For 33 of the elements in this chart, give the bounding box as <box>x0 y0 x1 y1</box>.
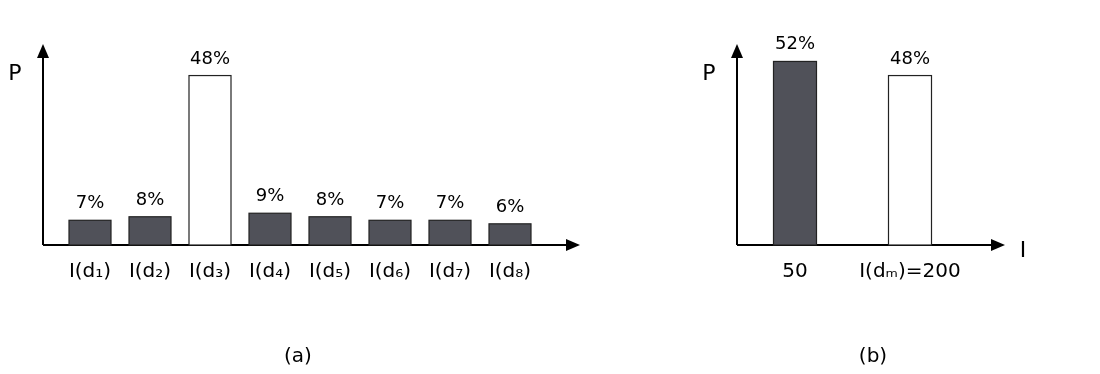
x-axis-title: I <box>1019 237 1027 262</box>
bar <box>68 219 112 246</box>
data-label: 8% <box>135 187 165 209</box>
text: (a) <box>284 343 312 367</box>
data-label: 6% <box>495 194 525 216</box>
x-tick-label: I(d₇) <box>428 258 472 282</box>
x-tick-label: I(d₁) <box>68 258 112 282</box>
y-axis-title: P <box>702 60 716 85</box>
text: (b) <box>858 343 888 367</box>
data-label: 52% <box>774 32 816 54</box>
data-label: 48% <box>189 46 231 68</box>
x-tick-label: I(d₆) <box>368 258 412 282</box>
data-label: 7% <box>75 191 105 213</box>
data-label: 8% <box>315 187 345 209</box>
bar <box>488 223 532 246</box>
x-tick-label: I(d₈) <box>488 258 532 282</box>
data-label: 48% <box>889 46 931 68</box>
x-tick-label: I(d₃) <box>188 258 232 282</box>
x-tick-label: I(d₅) <box>308 258 352 282</box>
data-label: 7% <box>435 191 465 213</box>
data-label: 7% <box>375 191 405 213</box>
y-axis-title: P <box>8 60 22 85</box>
x-tick-label: 50 <box>782 258 808 282</box>
bar <box>128 216 172 246</box>
x-tick-label: I(d₄) <box>248 258 292 282</box>
bar <box>308 216 352 246</box>
x-tick-label: I(d₂) <box>128 258 172 282</box>
bar <box>428 219 472 246</box>
bar <box>188 74 232 246</box>
bar <box>368 219 412 246</box>
bar <box>248 212 292 246</box>
data-label: 9% <box>255 184 285 206</box>
x-tick-label: I(dₘ)=200 <box>859 258 961 282</box>
